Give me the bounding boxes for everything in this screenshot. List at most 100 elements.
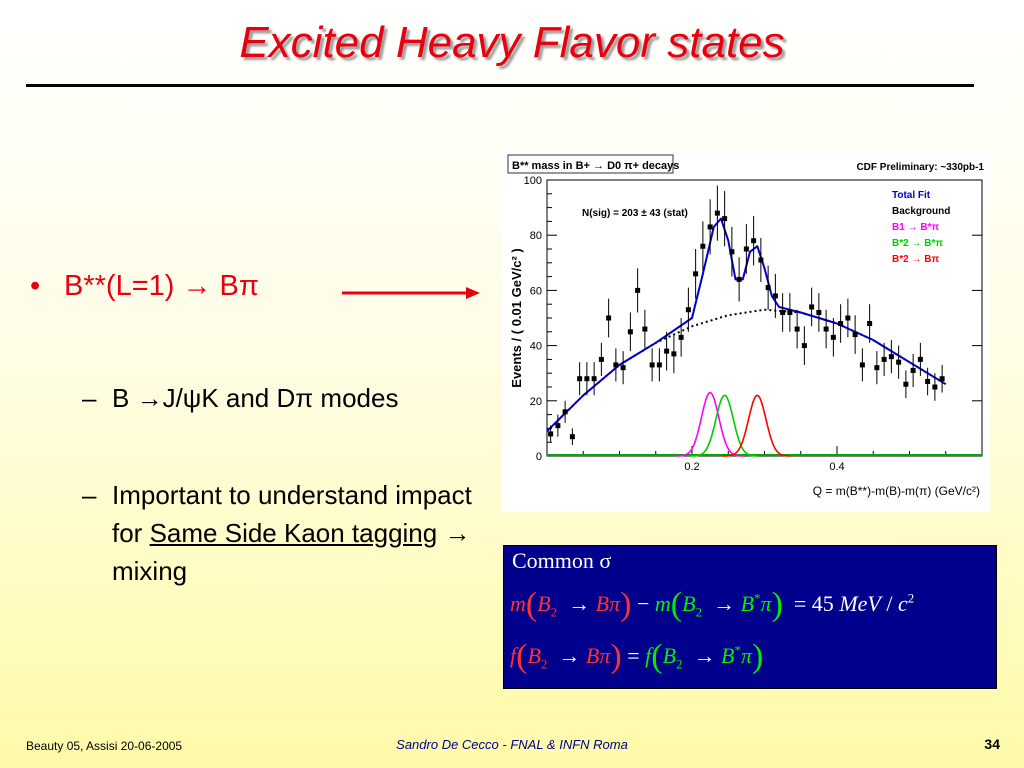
data-point — [830, 318, 836, 357]
signal-count-annotation: N(sig) = 203 ± 43 (stat) — [582, 208, 688, 219]
data-point — [823, 309, 829, 349]
data-point — [867, 304, 873, 343]
mixing-text: → mixing — [112, 518, 471, 586]
y-tick-label: 0 — [536, 451, 542, 463]
sub-bullet-modes-text: B →J/ψK and Dπ modes — [112, 383, 399, 413]
title-underline — [26, 84, 974, 87]
main-bullet-text: B**(L=1) → Bπ — [64, 270, 259, 302]
data-point — [896, 345, 902, 379]
signal-curve — [675, 391, 744, 457]
formula-box: Common σ m(B2 → Bπ) − m(B2 → B*π) = 45 M… — [503, 545, 997, 689]
data-point — [809, 287, 815, 327]
data-point — [751, 215, 757, 266]
data-point — [917, 342, 923, 376]
total-fit-curve — [546, 217, 947, 432]
data-point — [787, 293, 793, 332]
y-tick-label: 100 — [524, 175, 542, 187]
data-point — [693, 249, 699, 299]
data-point — [838, 304, 844, 343]
data-point — [714, 185, 720, 241]
x-axis-label: Q = m(B**)-m(B)-m(π) (GeV/c²) — [813, 484, 980, 498]
data-point — [729, 226, 735, 277]
data-point — [707, 199, 713, 255]
slide-title: Excited Heavy Flavor states — [239, 18, 785, 67]
mass-distribution-chart: B** mass in B+ → D0 π+ decays CDF Prelim… — [502, 150, 990, 512]
footer-event: Beauty 05, Assisi 20-06-2005 — [26, 739, 183, 753]
sub-bullet-modes: – B →J/ψK and Dπ modes — [82, 379, 399, 417]
data-point — [801, 326, 807, 365]
same-side-kaon-tagging-link: Same Side Kaon tagging — [149, 518, 438, 548]
data-point — [743, 224, 749, 274]
data-point — [664, 331, 670, 371]
plot-title: B** mass in B+ → D0 π+ decays — [512, 160, 679, 172]
data-point — [765, 265, 771, 310]
y-axis-label: Events / ( 0.01 GeV/c² ) — [509, 248, 524, 387]
data-point — [613, 348, 619, 382]
data-point — [569, 428, 575, 445]
sub-bullet-tagging: – Important to understand impact for Same… — [82, 476, 492, 590]
data-point — [939, 364, 945, 393]
data-point — [772, 273, 778, 318]
y-tick-label: 60 — [530, 285, 542, 297]
data-point — [932, 373, 938, 401]
data-point — [678, 318, 684, 357]
data-point — [881, 342, 887, 376]
data-point — [780, 293, 786, 332]
right-arrow-icon — [342, 287, 480, 299]
data-point — [591, 362, 597, 396]
plot-title-box — [507, 154, 674, 174]
data-point — [671, 334, 677, 374]
data-point — [620, 351, 626, 385]
data-point — [555, 414, 561, 437]
y-tick-label: 20 — [530, 396, 542, 408]
data-point — [888, 340, 894, 374]
data-point — [685, 287, 691, 332]
data-point — [845, 298, 851, 338]
dash-marker: – — [82, 480, 97, 510]
data-point — [722, 191, 728, 247]
legend-entry: Background — [892, 206, 950, 217]
data-point — [859, 348, 865, 382]
sub-bullet-tagging-text: Important to understand impact for — [112, 480, 472, 548]
data-point — [816, 293, 822, 332]
main-bullet: • B**(L=1) → Bπ — [30, 270, 259, 303]
mass-plot-panel: B** mass in B+ → D0 π+ decays CDF Prelim… — [502, 150, 990, 512]
data-point — [635, 268, 641, 313]
legend-entry: Total Fit — [892, 190, 931, 201]
data-point — [910, 353, 916, 387]
data-point — [794, 309, 800, 349]
data-point — [736, 257, 742, 302]
bullet-dot: • — [30, 270, 41, 302]
data-point — [656, 348, 662, 382]
branching-ratio-formula: f(B2 → Bπ) = f(B2 → B*π) — [510, 638, 764, 675]
legend-entry: B*2 → Bπ — [892, 254, 939, 265]
page-number: 34 — [984, 736, 1000, 752]
x-tick-label: 0.4 — [829, 461, 844, 473]
data-point — [598, 342, 604, 376]
mass-difference-formula: m(B2 → Bπ) − m(B2 → B*π) = 45 MeV / c2 — [510, 586, 915, 623]
data-point — [874, 351, 880, 385]
data-point — [758, 237, 764, 283]
common-sigma-label: Common σ — [512, 548, 612, 573]
x-tick-label: 0.2 — [684, 461, 699, 473]
footer-author: Sandro De Cecco - FNAL & INFN Roma — [396, 737, 628, 752]
signal-curve — [722, 394, 791, 457]
data-point — [548, 425, 554, 443]
data-point — [925, 367, 931, 396]
y-tick-label: 40 — [530, 341, 542, 353]
signal-curve — [689, 394, 759, 457]
y-tick-label: 80 — [530, 230, 542, 242]
data-point — [562, 400, 568, 423]
data-point — [606, 298, 612, 338]
data-point — [649, 348, 655, 382]
legend-entry: B1 → B*π — [892, 222, 939, 233]
data-point — [627, 312, 633, 352]
data-point — [700, 221, 706, 272]
data-point — [903, 370, 909, 399]
legend-entry: B*2 → B*π — [892, 238, 943, 249]
data-point — [642, 309, 648, 349]
dash-marker: – — [82, 383, 97, 413]
plot-subtitle: CDF Preliminary: ~330pb-1 — [856, 162, 984, 173]
data-point — [577, 362, 583, 396]
data-point — [584, 362, 590, 396]
